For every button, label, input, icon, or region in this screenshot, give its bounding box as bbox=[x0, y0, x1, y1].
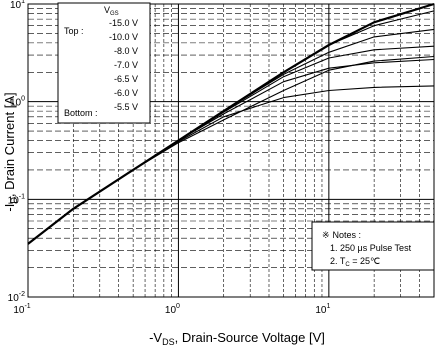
legend-entry-4: -7.0 V bbox=[114, 60, 138, 70]
notes-title: ※ Notes : bbox=[322, 230, 361, 240]
legend-header: VGS bbox=[104, 5, 119, 17]
notes-frame bbox=[311, 221, 435, 271]
y-tick-label-4: 101 bbox=[10, 0, 25, 11]
notes-line-1: 1. 250 μs Pulse Test bbox=[330, 243, 412, 253]
y-tick-label-2: 10-1 bbox=[8, 193, 25, 206]
x-axis-label: -VDS, Drain-Source Voltage [V] bbox=[149, 330, 325, 347]
vgs-legend: VGS Top : Bottom : -15.0 V-10.0 V-8.0 V-… bbox=[57, 2, 151, 124]
notes-symbol: ※ bbox=[322, 230, 330, 240]
series-line-7 bbox=[27, 55, 435, 245]
notes-line-2: 2. TC = 25℃ bbox=[330, 256, 380, 268]
legend-entry-1: -15.0 V bbox=[109, 18, 138, 28]
legend-entry-6: -6.0 V bbox=[114, 88, 138, 98]
legend-entry-7: -5.5 V bbox=[114, 102, 138, 112]
legend-entries: -15.0 V -10.0 V -8.0 V -7.0 V -6.5 V -6.0 V -5… bbox=[109, 18, 138, 112]
x-tick-label-3: 101 bbox=[315, 303, 330, 316]
y-tick-label-3: 100 bbox=[10, 96, 25, 109]
plot-frame bbox=[27, 3, 435, 298]
legend-entry-5: -6.5 V bbox=[114, 74, 138, 84]
legend-top-label: Top : bbox=[64, 26, 84, 36]
notes-heading: Notes : bbox=[333, 230, 362, 240]
legend-bottom-label: Bottom : bbox=[64, 108, 98, 118]
legend-entry-3: -8.0 V bbox=[114, 46, 138, 56]
series-layer bbox=[27, 2, 435, 245]
x-tick-label-2: 100 bbox=[165, 303, 180, 316]
x-tick-label-1: 10-1 bbox=[13, 303, 30, 316]
notes-box: ※ Notes : 1. 250 μs Pulse Test 2. TC = 25… bbox=[311, 221, 435, 271]
legend-box bbox=[57, 2, 151, 124]
y-axis-label: -ID, Drain Current [A] bbox=[2, 92, 19, 211]
y-tick-label-1: 10-2 bbox=[8, 291, 25, 304]
legend-entry-2: -10.0 V bbox=[109, 32, 138, 42]
